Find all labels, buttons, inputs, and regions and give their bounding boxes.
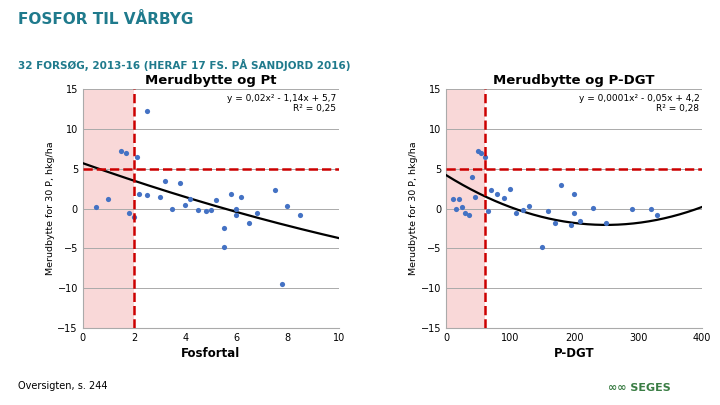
X-axis label: P-DGT: P-DGT [554, 347, 595, 360]
Point [556, 181, 567, 188]
Point [479, 153, 490, 160]
Point [459, 209, 471, 216]
Point [510, 209, 522, 216]
Point [482, 208, 493, 214]
Point [472, 148, 484, 154]
Point [276, 281, 288, 288]
Point [517, 207, 528, 213]
Point [269, 187, 281, 194]
Point [141, 192, 153, 198]
Point [568, 191, 580, 198]
Point [498, 195, 510, 201]
Point [230, 205, 242, 212]
Point [523, 203, 535, 209]
Point [103, 196, 114, 202]
Point [217, 243, 229, 250]
Point [466, 173, 477, 180]
Point [600, 220, 612, 226]
Point [154, 194, 166, 200]
Point [543, 208, 554, 214]
Point [174, 180, 186, 186]
Text: y = 0,02x² - 1,14x + 5,7
R² = 0,25: y = 0,02x² - 1,14x + 5,7 R² = 0,25 [227, 94, 336, 113]
Point [652, 212, 663, 218]
Point [131, 153, 143, 160]
Point [251, 209, 263, 216]
Point [485, 187, 497, 194]
Point [492, 191, 503, 198]
Point [549, 220, 561, 226]
Point [235, 194, 247, 200]
Point [141, 108, 153, 115]
Bar [446, 89, 485, 328]
Point [504, 185, 516, 192]
Point [90, 204, 102, 210]
Point [230, 212, 242, 218]
Point [123, 209, 135, 216]
Point [568, 209, 580, 216]
Point [166, 205, 178, 212]
Point [450, 205, 462, 212]
Point [192, 207, 204, 213]
Y-axis label: Merudbytte for 30 P, hkg/ha: Merudbytte for 30 P, hkg/ha [45, 142, 55, 275]
X-axis label: Fosfortal: Fosfortal [181, 347, 240, 360]
Point [626, 205, 637, 212]
Text: FOSFOR TIL VÅRBYG: FOSFOR TIL VÅRBYG [18, 12, 194, 27]
Point [200, 208, 212, 214]
Text: y = 0,0001x² - 0,05x + 4,2
R² = 0,28: y = 0,0001x² - 0,05x + 4,2 R² = 0,28 [579, 94, 699, 113]
Text: Oversigten, s. 244: Oversigten, s. 244 [18, 381, 107, 391]
Point [210, 196, 222, 203]
Point [463, 212, 474, 218]
Y-axis label: Merudbytte for 30 P, hkg/ha: Merudbytte for 30 P, hkg/ha [409, 142, 418, 275]
Point [217, 225, 229, 232]
Point [128, 213, 140, 220]
Title: Merudbytte og Pt: Merudbytte og Pt [145, 74, 276, 87]
Point [475, 149, 487, 156]
Point [120, 149, 132, 156]
Point [115, 148, 127, 154]
Point [536, 243, 548, 250]
Point [565, 221, 577, 228]
Point [243, 220, 255, 226]
Point [588, 205, 599, 211]
Point [453, 196, 464, 202]
Title: Merudbytte og P-DGT: Merudbytte og P-DGT [493, 74, 654, 87]
Point [447, 196, 459, 202]
Point [282, 203, 293, 209]
Point [179, 201, 191, 208]
Point [133, 191, 145, 198]
Text: ∞∞ SEGES: ∞∞ SEGES [608, 383, 671, 393]
Point [575, 217, 586, 224]
Point [456, 204, 468, 210]
Point [294, 212, 306, 218]
Point [205, 207, 217, 213]
Point [469, 194, 481, 200]
Point [645, 205, 657, 212]
Point [159, 177, 171, 184]
Text: 32 FORSØG, 2013-16 (HERAF 17 FS. PÅ SANDJORD 2016): 32 FORSØG, 2013-16 (HERAF 17 FS. PÅ SAND… [18, 59, 351, 71]
Point [184, 196, 196, 202]
Point [225, 191, 237, 198]
Bar [83, 89, 134, 328]
